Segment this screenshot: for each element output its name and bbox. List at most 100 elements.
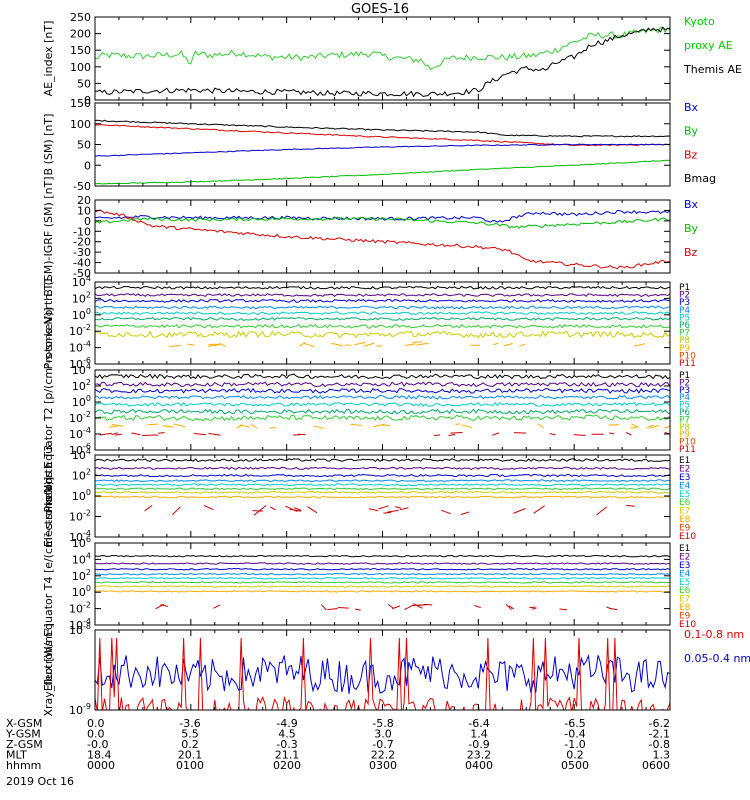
series-Bx-line [95, 143, 670, 157]
legend-E2: E2 [679, 552, 690, 562]
panel-3-ylabel: B (SM)-IGRF (SM) [nT] [42, 176, 55, 296]
series-P9-segment [633, 343, 645, 347]
series-P10-segment [141, 434, 155, 436]
x-axis-value: 0200 [273, 759, 301, 772]
panel-3-legend: Bx By Bz [684, 198, 699, 259]
panel-8: 10-8 10-9 Xray_flux [W/m²] 0.1-0.8 nm 0.05-0… [42, 622, 750, 717]
y-tick-label: 10-9 [69, 702, 91, 717]
y-tick-label: 102 [72, 568, 91, 583]
legend-P6: P6 [679, 321, 690, 331]
series-P10-segment [298, 433, 306, 436]
y-tick-label: -40 [73, 257, 91, 270]
series-E9-segment [213, 604, 221, 609]
legend-E7: E7 [679, 595, 690, 605]
y-tick-label: 150 [70, 97, 91, 110]
x-axis-value: -6.2 [649, 717, 670, 730]
panel-3-series [95, 209, 670, 270]
series-P8-segment [372, 423, 385, 428]
legend-P4: P4 [679, 393, 690, 403]
y-tick-label: 0 [84, 94, 91, 107]
legend-0.05-0.4-nm: 0.05-0.4 nm [684, 652, 750, 665]
series-E9-segment [368, 508, 379, 512]
legend-P11: P11 [679, 359, 696, 369]
x-axis-value: 0600 [642, 759, 670, 772]
y-tick-label: 50 [77, 77, 91, 90]
series-Themis-AE-line [95, 26, 670, 98]
series-E9-segment [172, 506, 181, 516]
legend-Bz: Bz [684, 246, 698, 259]
legend-E4: E4 [679, 481, 691, 491]
y-tick-label: 102 [72, 468, 91, 483]
y-tick-label: 100 [72, 394, 91, 409]
x-axis-value: 0000 [87, 759, 115, 772]
x-axis-table: X-GSM 0.0 -3.6 -4.9 -5.8 -6.4 -6.5 -6.2 Y-GSM 0.0… [5, 717, 670, 772]
series-0.05-0.4-nm-line [95, 653, 670, 694]
series-E9-segment [559, 608, 568, 611]
y-tick-label: 10-2 [69, 410, 91, 425]
series-P9-segment [503, 343, 513, 347]
x-axis-value: -6.4 [468, 717, 489, 730]
legend-E3: E3 [679, 561, 690, 571]
x-axis-row-label: Y-GSM [5, 728, 41, 741]
x-axis-value: 0500 [561, 759, 589, 772]
panel-2-series [95, 119, 670, 185]
legend-Bz: Bz [684, 148, 698, 161]
y-tick-label: 10-2 [69, 601, 91, 616]
y-tick-label: 10-8 [69, 622, 91, 637]
panel-5-ylabel: Protons Equator T2 [p/(cm²-s-sr-keV)] [42, 307, 55, 512]
y-tick-label: -10 [73, 225, 91, 238]
legend-P3: P3 [679, 386, 690, 396]
legend-proxy-AE: proxy AE [684, 39, 733, 52]
legend-P8: P8 [679, 423, 690, 433]
panel-1-ylabel: AE_index [nT] [42, 21, 55, 97]
series-E1-line [95, 554, 670, 558]
x-axis-value: 20.1 [178, 749, 203, 762]
panel-1-legend: Kyoto proxy AE Themis AE [683, 15, 742, 76]
series-P10-segment [513, 432, 527, 434]
series-E9-segment [253, 505, 267, 516]
series-E2-line [95, 562, 670, 565]
panel-2-ylabel: B (SM) [nT] [42, 114, 55, 176]
y-tick-label: 10-2 [69, 509, 91, 524]
panel-4-ylabel: Protons North T1 [42, 277, 55, 370]
y-tick-label: -20 [73, 236, 91, 249]
y-tick-label: -50 [73, 180, 91, 193]
x-axis-value: -5.8 [372, 717, 393, 730]
series-0.1-0.8-nm-line [95, 637, 670, 710]
series-P8-segment [462, 424, 473, 429]
legend-P6: P6 [679, 408, 690, 418]
legend-E10: E10 [679, 532, 696, 542]
series-P5-line [95, 311, 670, 316]
legend-P9: P9 [679, 344, 690, 354]
series-P3-line [95, 387, 670, 394]
series-P5-line [95, 401, 670, 407]
series-P9-segment [354, 341, 366, 346]
x-axis-value: 18.4 [87, 749, 112, 762]
legend-E5: E5 [679, 490, 690, 500]
x-axis-row-label: hhmm [6, 759, 41, 772]
y-tick-label: 200 [70, 28, 91, 41]
y-tick-label: 150 [70, 44, 91, 57]
x-axis-value: -3.6 [179, 717, 200, 730]
series-P8-segment [608, 424, 619, 426]
series-E9-segment [596, 506, 607, 516]
legend-E6: E6 [679, 498, 691, 508]
legend-E6: E6 [679, 586, 691, 596]
y-tick-label: 100 [70, 61, 91, 74]
date-label: 2019 Oct 16 [6, 775, 74, 788]
x-axis-value: 0300 [369, 759, 397, 772]
series-E9-segment [355, 608, 361, 611]
legend-P9: P9 [679, 430, 690, 440]
x-axis-value: 4.5 [278, 728, 296, 741]
series-P10-segment [99, 432, 112, 436]
y-tick-label: 10 [77, 204, 91, 217]
series-P9-segment [376, 345, 382, 347]
series-E9-segment [400, 507, 409, 511]
series-P10-segment [111, 432, 119, 436]
x-axis-value: -4.9 [276, 717, 297, 730]
series-E9-segment [460, 511, 470, 516]
series-P9-segment [169, 344, 182, 348]
